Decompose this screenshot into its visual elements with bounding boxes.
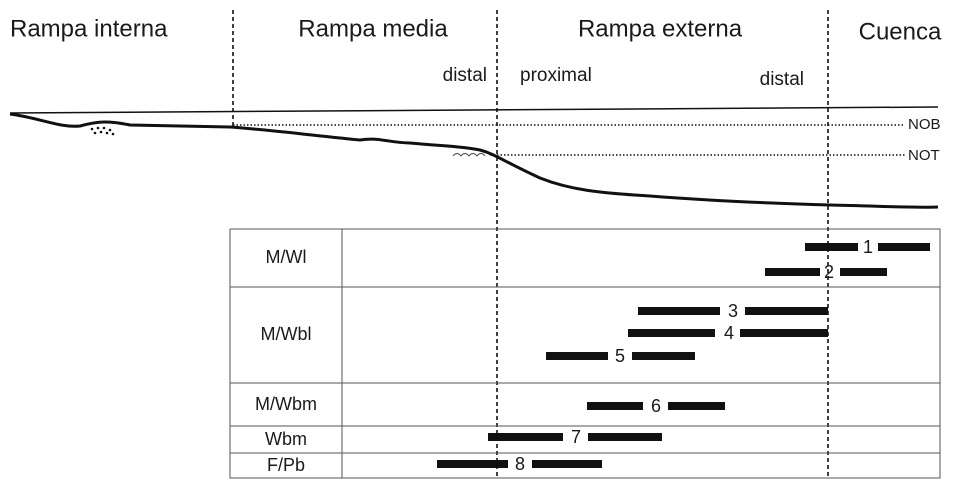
- range-bar: [628, 329, 715, 337]
- range-bar: [587, 402, 643, 410]
- range-bar: [638, 307, 720, 315]
- reef-symbol: [452, 153, 486, 157]
- zone-title: Rampa interna: [10, 15, 168, 42]
- level-label: NOB: [908, 116, 941, 133]
- bar-number: 4: [724, 323, 734, 343]
- zone-title: Rampa media: [298, 15, 448, 42]
- sea-level: [9, 106, 939, 114]
- range-bar: [805, 243, 858, 251]
- bar-number: 1: [863, 237, 873, 257]
- range-bar: [632, 352, 695, 360]
- bar-number: 8: [515, 454, 525, 474]
- level-label: NOT: [908, 147, 940, 164]
- range-bar: [668, 402, 725, 410]
- bar-number: 7: [571, 427, 581, 447]
- zone-title: Cuenca: [859, 18, 942, 45]
- range-bar: [546, 352, 608, 360]
- subzone-label: proximal: [520, 65, 592, 86]
- range-bar: [588, 433, 662, 441]
- range-bar: [840, 268, 887, 276]
- row-label: F/Pb: [267, 455, 305, 475]
- range-bars: 1 2 34 5 6 7 8: [437, 237, 930, 474]
- sand-body: [90, 126, 115, 136]
- facies-table: [229, 228, 941, 479]
- zone-title: Rampa externa: [578, 15, 743, 42]
- sea-floor: [9, 112, 939, 209]
- range-bar: [745, 307, 828, 315]
- range-bar: [532, 460, 602, 468]
- row-label: M/Wbm: [255, 394, 317, 414]
- bar-number: 3: [728, 301, 738, 321]
- subzone-label: distal: [443, 65, 487, 86]
- bar-number: 6: [651, 396, 661, 416]
- range-bar: [740, 329, 828, 337]
- subzone-label: distal: [760, 69, 804, 90]
- range-bar: [488, 433, 563, 441]
- range-bar: [878, 243, 930, 251]
- row-label: M/Wl: [266, 247, 307, 267]
- bar-number: 5: [615, 346, 625, 366]
- range-bar: [765, 268, 820, 276]
- bar-number: 2: [824, 262, 834, 282]
- range-bar: [437, 460, 508, 468]
- row-label: M/Wbl: [261, 324, 312, 344]
- row-label: Wbm: [265, 429, 307, 449]
